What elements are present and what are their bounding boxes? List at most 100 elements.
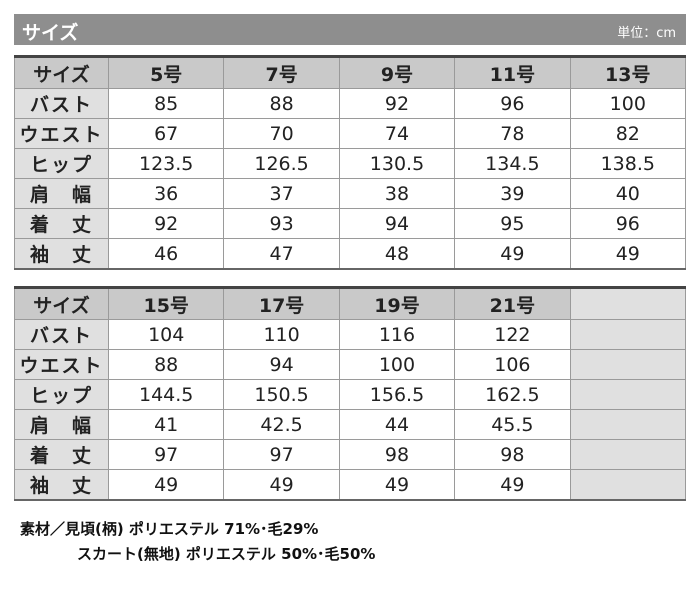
measurement-cell: 130.5 — [338, 148, 456, 179]
size-header: 19号 — [338, 287, 456, 320]
table-row: ヒップ 144.5 150.5 156.5 162.5 — [14, 379, 687, 410]
measurement-cell: 134.5 — [454, 148, 571, 179]
measurement-cell: 48 — [338, 238, 456, 270]
measurement-cell: 93 — [223, 208, 340, 239]
measurement-cell: 67 — [107, 118, 225, 149]
measurement-cell: 100 — [569, 88, 687, 119]
measurement-cell: 42.5 — [223, 409, 340, 440]
measurement-cell: 39 — [454, 178, 571, 209]
measurement-cell: 47 — [223, 238, 340, 270]
measurement-cell: 49 — [454, 469, 571, 501]
empty-cell — [569, 287, 687, 320]
corner-label: サイズ — [14, 287, 109, 320]
measurement-cell: 95 — [454, 208, 571, 239]
size-header: 13号 — [569, 56, 687, 89]
measurement-cell: 41 — [107, 409, 225, 440]
size-header: 21号 — [454, 287, 571, 320]
measurement-cell: 156.5 — [338, 379, 456, 410]
measurement-cell: 85 — [107, 88, 225, 119]
measurement-cell: 116 — [338, 319, 456, 350]
empty-cell — [569, 469, 687, 501]
size-header: 9号 — [338, 56, 456, 89]
corner-label: サイズ — [14, 56, 109, 89]
measurement-cell: 97 — [223, 439, 340, 470]
empty-cell — [569, 439, 687, 470]
measurement-cell: 88 — [107, 349, 225, 380]
row-label: ウエスト — [14, 118, 109, 149]
size-header: 17号 — [223, 287, 340, 320]
row-label: バスト — [14, 319, 109, 350]
size-header-row: サイズ 15号 17号 19号 21号 — [14, 287, 687, 320]
measurement-cell: 38 — [338, 178, 456, 209]
measurement-cell: 92 — [338, 88, 456, 119]
measurement-cell: 100 — [338, 349, 456, 380]
measurement-cell: 150.5 — [223, 379, 340, 410]
measurement-cell: 98 — [338, 439, 456, 470]
empty-cell — [569, 349, 687, 380]
measurement-cell: 106 — [454, 349, 571, 380]
measurement-cell: 94 — [338, 208, 456, 239]
measurement-cell: 44 — [338, 409, 456, 440]
measurement-cell: 36 — [107, 178, 225, 209]
size-header: 5号 — [107, 56, 225, 89]
measurement-cell: 78 — [454, 118, 571, 149]
measurement-cell: 104 — [107, 319, 225, 350]
size-header: 15号 — [107, 287, 225, 320]
table-row: ウエスト 67 70 74 78 82 — [14, 118, 687, 149]
size-table-2: サイズ 15号 17号 19号 21号 バスト 104 110 116 122 ウエスト 88 94 10… — [14, 286, 687, 501]
row-label: バスト — [14, 88, 109, 119]
measurement-cell: 92 — [107, 208, 225, 239]
measurement-cell: 123.5 — [107, 148, 225, 179]
row-label: 肩 幅 — [14, 178, 109, 209]
measurement-cell: 126.5 — [223, 148, 340, 179]
size-header: 11号 — [454, 56, 571, 89]
unit-label: 単位：cm — [617, 26, 676, 41]
measurement-cell: 49 — [338, 469, 456, 501]
measurement-cell: 46 — [107, 238, 225, 270]
measurement-cell: 98 — [454, 439, 571, 470]
table-row: バスト 104 110 116 122 — [14, 319, 687, 350]
measurement-cell: 49 — [454, 238, 571, 270]
measurement-cell: 96 — [569, 208, 687, 239]
table-row: ウエスト 88 94 100 106 — [14, 349, 687, 380]
section-title: サイズ — [22, 22, 79, 44]
table-row: バスト 85 88 92 96 100 — [14, 88, 687, 119]
measurement-cell: 88 — [223, 88, 340, 119]
row-label: ヒップ — [14, 379, 109, 410]
size-header-row: サイズ 5号 7号 9号 11号 13号 — [14, 56, 687, 89]
table-row: 肩 幅 41 42.5 44 45.5 — [14, 409, 687, 440]
measurement-cell: 40 — [569, 178, 687, 209]
measurement-cell: 49 — [107, 469, 225, 501]
measurement-cell: 45.5 — [454, 409, 571, 440]
material-note-1: 素材／見頃(柄) ポリエステル 71%･毛29% — [20, 520, 319, 538]
empty-cell — [569, 379, 687, 410]
table-row: 着 丈 92 93 94 95 96 — [14, 208, 687, 239]
row-label: 袖 丈 — [14, 238, 109, 270]
row-label: 着 丈 — [14, 208, 109, 239]
section-header: サイズ 単位：cm — [14, 14, 686, 45]
measurement-cell: 37 — [223, 178, 340, 209]
table-row: 肩 幅 36 37 38 39 40 — [14, 178, 687, 209]
table-row: 袖 丈 49 49 49 49 — [14, 469, 687, 501]
measurement-cell: 144.5 — [107, 379, 225, 410]
table-row: 着 丈 97 97 98 98 — [14, 439, 687, 470]
measurement-cell: 96 — [454, 88, 571, 119]
measurement-cell: 74 — [338, 118, 456, 149]
measurement-cell: 122 — [454, 319, 571, 350]
row-label: 袖 丈 — [14, 469, 109, 501]
measurement-cell: 49 — [223, 469, 340, 501]
measurement-cell: 49 — [569, 238, 687, 270]
measurement-cell: 70 — [223, 118, 340, 149]
row-label: 肩 幅 — [14, 409, 109, 440]
empty-cell — [569, 409, 687, 440]
measurement-cell: 162.5 — [454, 379, 571, 410]
row-label: ヒップ — [14, 148, 109, 179]
measurement-cell: 94 — [223, 349, 340, 380]
measurement-cell: 110 — [223, 319, 340, 350]
table-row: ヒップ 123.5 126.5 130.5 134.5 138.5 — [14, 148, 687, 179]
material-note-2: スカート(無地) ポリエステル 50%･毛50% — [77, 545, 376, 563]
table-row: 袖 丈 46 47 48 49 49 — [14, 238, 687, 270]
size-header: 7号 — [223, 56, 340, 89]
size-table-1: サイズ 5号 7号 9号 11号 13号 バスト 85 88 92 96 100 ウエスト 67 70 74 7… — [14, 55, 687, 270]
row-label: ウエスト — [14, 349, 109, 380]
